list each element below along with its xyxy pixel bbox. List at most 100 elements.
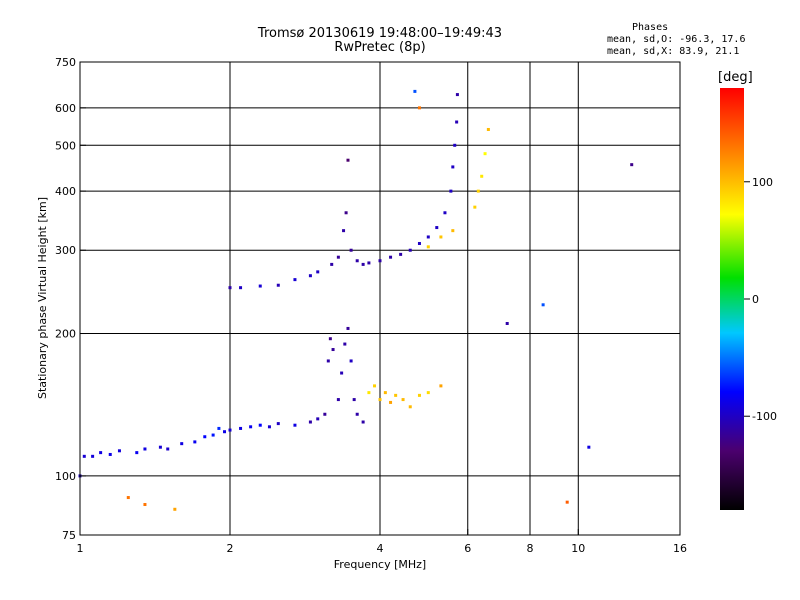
data-point (316, 270, 320, 274)
data-point (565, 500, 569, 504)
data-point (158, 445, 162, 449)
data-point (394, 393, 398, 397)
data-point (82, 454, 86, 458)
y-tick-label: 400 (55, 185, 76, 198)
data-point (126, 496, 130, 500)
data-point (342, 229, 346, 233)
data-point (355, 259, 359, 263)
x-tick-label: 10 (571, 542, 585, 555)
data-point (276, 283, 280, 287)
data-point (373, 384, 377, 388)
data-point (378, 398, 382, 402)
data-point (340, 371, 344, 375)
data-point (349, 359, 353, 363)
data-point (455, 93, 459, 97)
data-point (389, 400, 393, 404)
data-point (331, 348, 335, 352)
data-point (587, 445, 591, 449)
data-point (344, 211, 348, 215)
chart-title: Tromsø 20130619 19:48:00–19:49:43 (257, 26, 503, 41)
data-point (193, 440, 197, 444)
data-point (211, 433, 215, 437)
data-point (361, 262, 365, 266)
data-point (258, 284, 262, 288)
data-point (249, 425, 253, 429)
data-points (78, 89, 634, 511)
data-point (308, 274, 312, 278)
data-point (378, 259, 382, 263)
data-point (336, 255, 340, 259)
data-point (443, 211, 447, 215)
data-point (439, 235, 443, 239)
data-point (346, 326, 350, 330)
data-point (439, 384, 443, 388)
data-point (505, 321, 509, 325)
x-tick-label: 2 (227, 542, 234, 555)
data-point (326, 359, 330, 363)
y-tick-label: 600 (55, 102, 76, 115)
data-point (630, 163, 634, 167)
y-tick-label: 100 (55, 470, 76, 483)
data-point (361, 420, 365, 424)
data-point (476, 189, 480, 193)
y-tick-label: 500 (55, 139, 76, 152)
data-point (223, 430, 227, 434)
data-point (258, 423, 262, 427)
data-point (399, 252, 403, 256)
y-tick-label: 75 (62, 529, 76, 542)
data-point (343, 342, 347, 346)
data-point (367, 261, 371, 265)
x-tick-label: 1 (77, 542, 84, 555)
data-point (336, 398, 340, 402)
data-point (346, 158, 350, 162)
data-point (276, 422, 280, 426)
data-point (367, 391, 371, 395)
data-point (449, 189, 453, 193)
grid-lines (80, 62, 680, 535)
y-axis-ticks: 75 100 200 300 400 500 600 750 (55, 56, 86, 542)
x-axis-label: Frequency [MHz] (334, 558, 426, 571)
x-tick-label: 6 (464, 542, 471, 555)
colorbar (720, 88, 744, 510)
data-point (451, 229, 455, 233)
data-point (173, 507, 177, 511)
data-point (180, 442, 184, 446)
x-tick-label: 16 (673, 542, 687, 555)
colorbar-tick-label: 100 (752, 176, 773, 189)
data-point (99, 451, 103, 455)
data-point (408, 248, 412, 252)
data-point (228, 428, 232, 432)
data-point (453, 143, 457, 147)
data-point (323, 412, 327, 416)
colorbar-tick-label: 0 (752, 293, 759, 306)
data-point (455, 120, 459, 124)
x-mode-stats: mean, sd,X: 83.9, 21.1 (607, 46, 740, 57)
data-point (217, 426, 221, 430)
data-point (143, 503, 147, 507)
x-tick-label: 4 (377, 542, 384, 555)
data-point (91, 454, 95, 458)
colorbar-ticks: 100 0 -100 (744, 176, 777, 423)
data-point (451, 165, 455, 169)
phases-stats-heading: Phases (632, 22, 669, 33)
data-point (117, 449, 121, 453)
data-point (308, 420, 312, 424)
data-point (239, 426, 243, 430)
y-axis-label: Stationary phase Virtual Height [km] (36, 197, 49, 399)
data-point (413, 89, 417, 93)
data-point (228, 286, 232, 290)
x-tick-label: 8 (527, 542, 534, 555)
data-point (417, 393, 421, 397)
data-point (486, 127, 490, 131)
data-point (328, 337, 332, 341)
data-point (480, 174, 484, 178)
data-point (473, 205, 477, 209)
data-point (417, 106, 421, 110)
data-point (267, 425, 271, 429)
data-point (401, 398, 405, 402)
data-point (349, 248, 353, 252)
data-point (408, 405, 412, 409)
data-point (239, 286, 243, 290)
data-point (389, 255, 393, 259)
